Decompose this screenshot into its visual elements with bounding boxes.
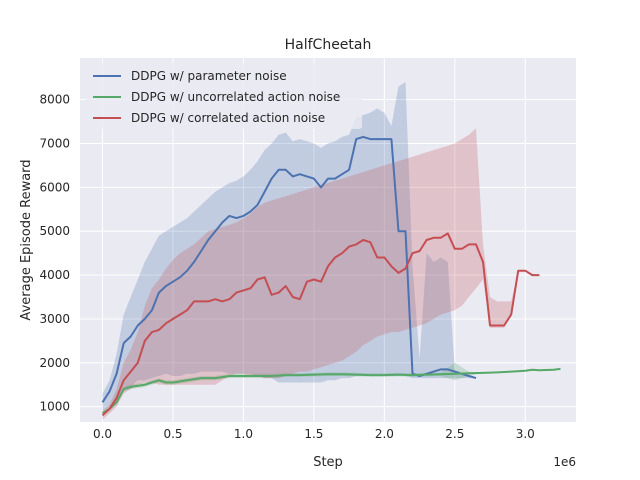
y-axis-label: Average Episode Reward [19,159,34,320]
x-tick-label: 1.5 [304,427,323,441]
y-tick-label: 5000 [39,224,70,238]
x-tick-label: 2.5 [445,427,464,441]
chart-title: HalfCheetah [285,37,372,53]
x-axis-offset-label: 1e6 [553,455,576,469]
x-tick-label: 0.5 [163,427,182,441]
series-line [101,367,561,415]
y-axis-ticks: 1000 2000 3000 4000 5000 6000 7000 8000 [39,93,70,414]
x-axis-ticks: 0.0 0.5 1.0 1.5 2.0 2.5 3.0 [93,427,535,441]
y-tick-label: 8000 [39,93,70,107]
legend: DDPG w/ parameter noise DDPG w/ uncorrela… [86,63,362,129]
series-line [101,232,540,417]
x-axis-label: Step [313,455,343,470]
y-tick-label: 6000 [39,180,70,194]
series-band [102,362,561,416]
series-lines [101,135,561,417]
y-tick-label: 7000 [39,137,70,151]
legend-label: DDPG w/ correlated action noise [131,111,325,125]
y-tick-label: 4000 [39,268,70,282]
series-band [102,128,540,420]
x-tick-label: 0.0 [93,427,112,441]
y-tick-label: 2000 [39,356,70,370]
x-tick-label: 1.0 [234,427,253,441]
legend-label: DDPG w/ parameter noise [131,69,287,83]
confidence-bands [102,82,561,420]
x-tick-label: 3.0 [516,427,535,441]
legend-box [86,63,362,129]
legend-label: DDPG w/ uncorrelated action noise [131,90,340,104]
series-band [102,82,476,411]
x-tick-label: 2.0 [375,427,394,441]
y-tick-label: 3000 [39,312,70,326]
y-tick-label: 1000 [39,400,70,414]
